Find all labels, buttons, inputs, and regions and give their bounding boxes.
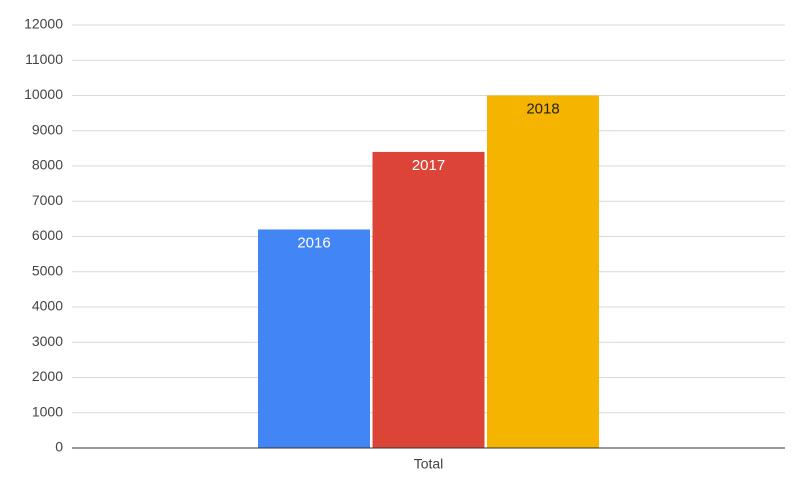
bar-label: 2017 xyxy=(412,157,445,174)
y-tick-label: 3000 xyxy=(32,333,63,349)
y-tick-label: 4000 xyxy=(32,298,63,314)
y-tick-label: 2000 xyxy=(32,368,63,384)
y-tick-label: 7000 xyxy=(32,192,63,208)
y-tick-label: 10000 xyxy=(24,86,63,102)
x-tick-label: Total xyxy=(414,456,444,472)
bar-label: 2018 xyxy=(526,100,559,117)
bar xyxy=(487,95,599,448)
y-tick-label: 8000 xyxy=(32,157,63,173)
y-tick-label: 5000 xyxy=(32,262,63,278)
bar xyxy=(258,229,370,448)
y-tick-label: 12000 xyxy=(24,16,63,32)
bar-label: 2016 xyxy=(297,234,330,251)
y-tick-label: 6000 xyxy=(32,227,63,243)
y-tick-label: 1000 xyxy=(32,403,63,419)
y-tick-label: 0 xyxy=(55,439,63,455)
bar xyxy=(372,151,485,448)
y-tick-label: 9000 xyxy=(32,121,63,137)
y-tick-label: 11000 xyxy=(25,51,63,67)
